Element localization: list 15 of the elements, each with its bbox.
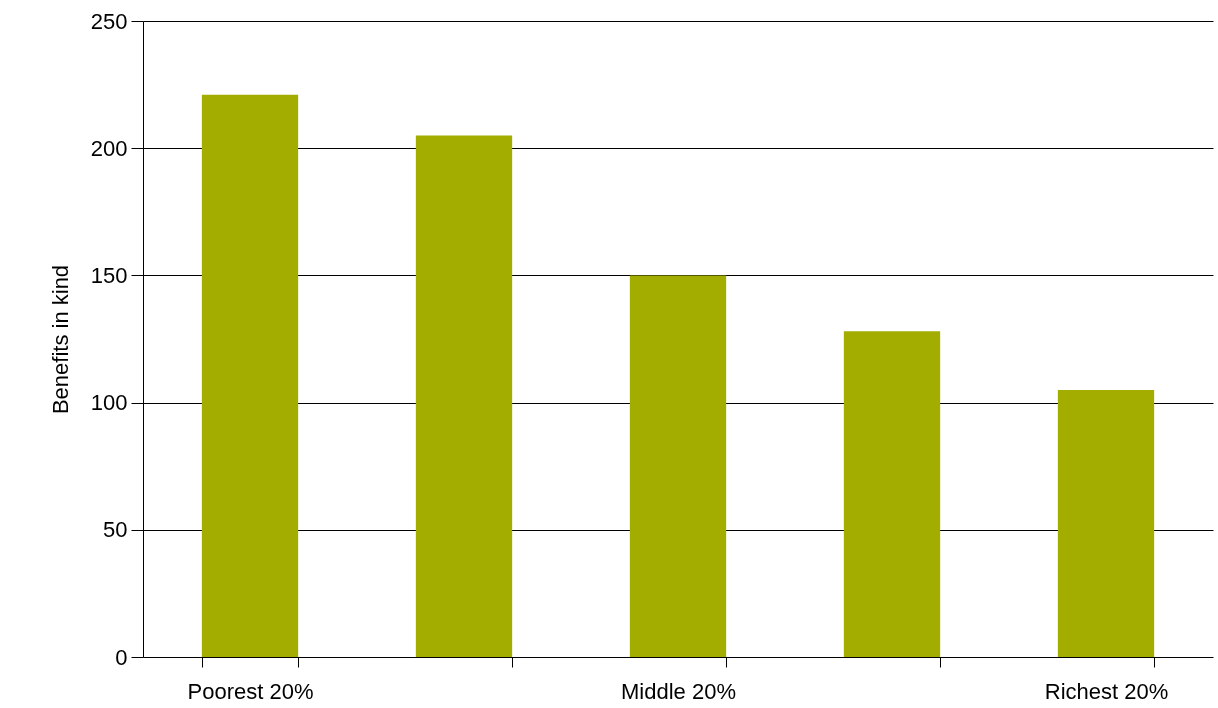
bar — [415, 135, 513, 657]
x-tick-label: Poorest 20% — [187, 678, 314, 704]
x-tick-label: Richest 20% — [1044, 678, 1169, 704]
y-tick-label: 150 — [90, 262, 128, 288]
y-tick-label: 0 — [115, 644, 128, 670]
bar — [1057, 389, 1155, 657]
y-tick-label: 100 — [90, 390, 128, 416]
y-axis-title: Benefits in kind — [47, 264, 73, 415]
y-tick-label: 200 — [90, 135, 128, 161]
bar — [843, 331, 941, 657]
x-tick-label: Middle 20% — [621, 678, 736, 704]
bar — [629, 275, 727, 657]
y-tick-label: 50 — [103, 517, 128, 543]
y-tick-label: 250 — [90, 8, 128, 34]
bar — [201, 94, 299, 657]
